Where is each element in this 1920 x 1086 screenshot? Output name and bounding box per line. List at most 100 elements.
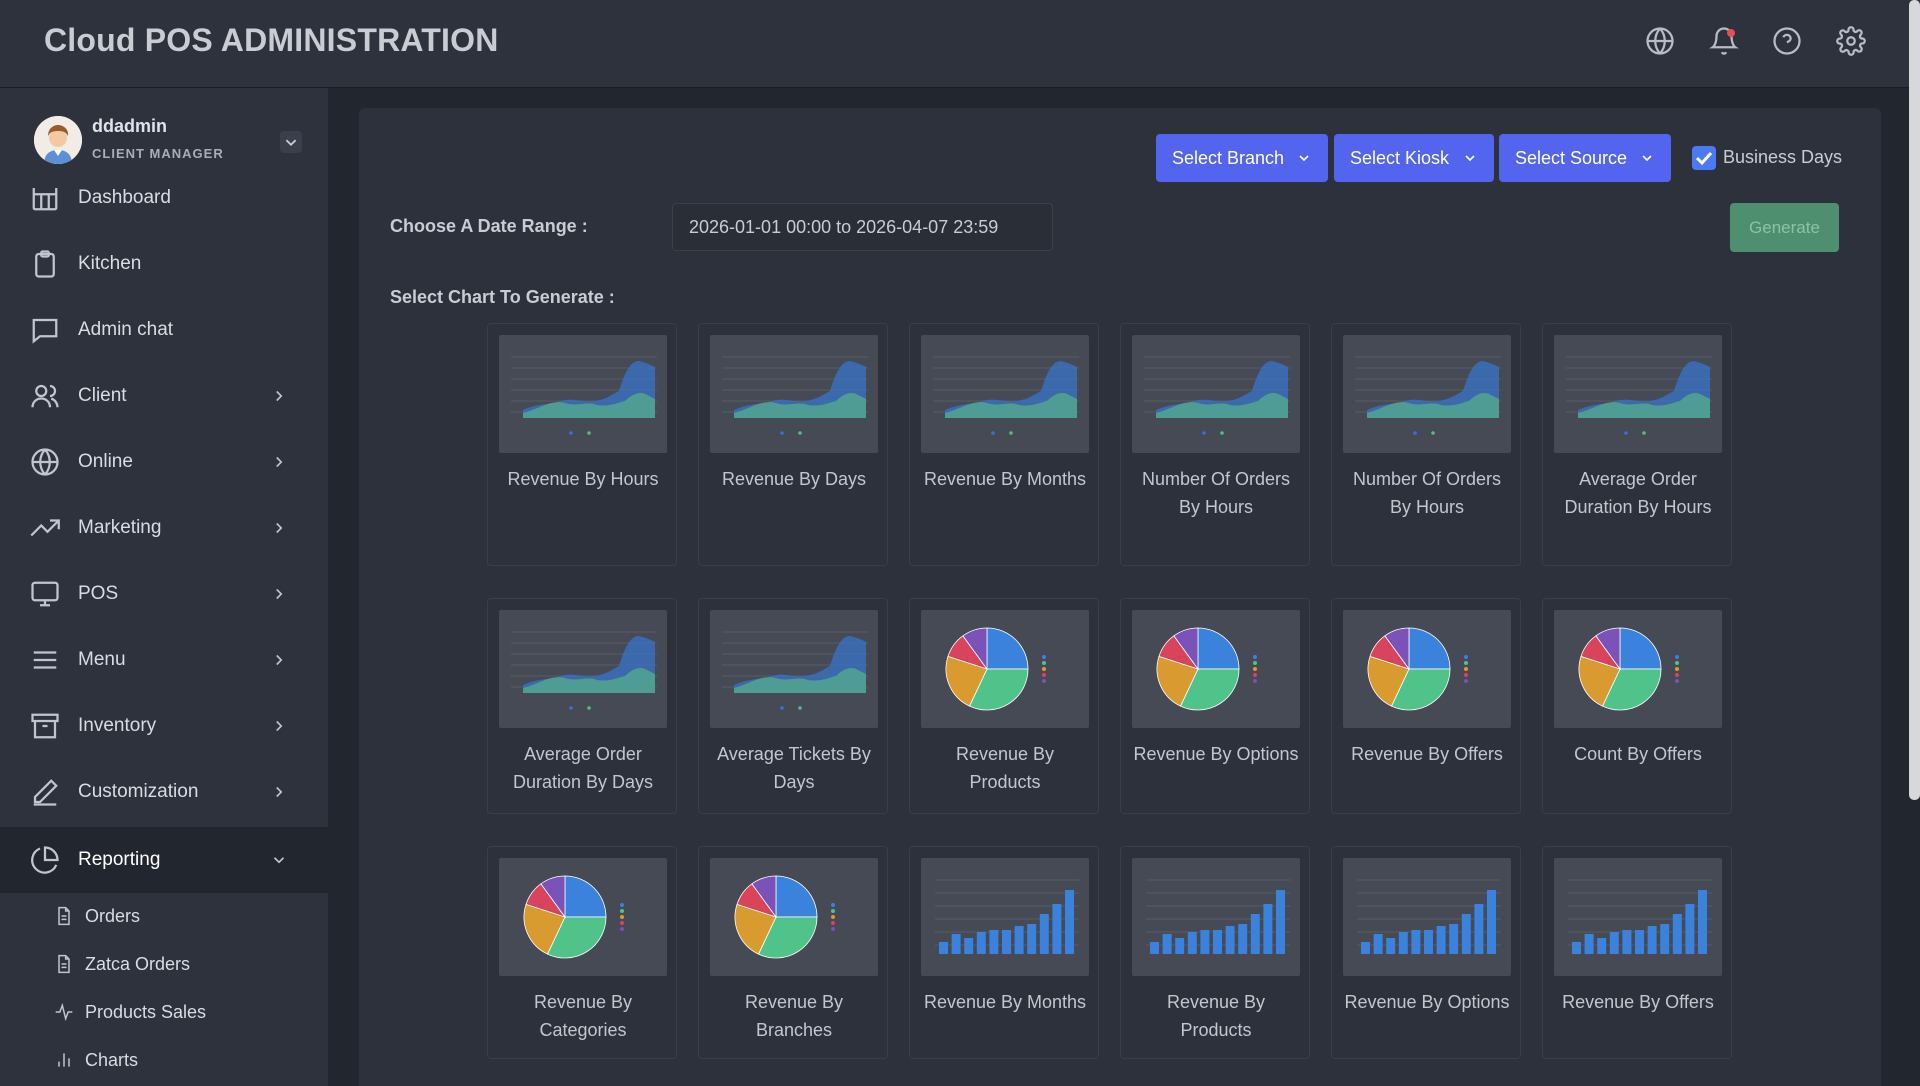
chart-option-card[interactable]: Revenue By Offers <box>1331 598 1521 814</box>
sidebar-item-label: Online <box>78 451 133 472</box>
chart-option-card[interactable]: Revenue By Options <box>1331 846 1521 1059</box>
chart-option-card[interactable]: Revenue By Products <box>1120 846 1310 1059</box>
help-icon[interactable] <box>1772 26 1802 56</box>
sidebar-item-customization[interactable]: Customization <box>0 759 328 825</box>
chart-option-card[interactable]: Revenue By Categories <box>487 846 677 1059</box>
generate-button[interactable]: Generate <box>1730 203 1839 252</box>
chart-thumbnail <box>1132 610 1300 728</box>
sidebar-item-menu[interactable]: Menu <box>0 627 328 693</box>
chart-option-name: Revenue By Categories <box>533 992 633 1040</box>
chart-option-name: Revenue By Offers <box>1351 744 1503 764</box>
sidebar-item-label: Menu <box>78 649 126 670</box>
bell-icon[interactable] <box>1709 26 1739 56</box>
business-days-checkbox[interactable] <box>1692 146 1716 170</box>
sidebar-item-online[interactable]: Online <box>0 429 328 495</box>
sidebar-item-label: Kitchen <box>78 253 142 274</box>
chart-option-card[interactable]: Count By Offers <box>1542 598 1732 814</box>
chevron-right-icon <box>270 453 288 471</box>
chart-option-name: Revenue By Branches <box>744 992 844 1040</box>
sidebar-subitem-label: Zatca Orders <box>85 954 191 974</box>
sidebar-subitem-products-sales[interactable]: Products Sales <box>0 988 328 1036</box>
chart-thumbnail <box>1132 858 1300 976</box>
chart-option-name: Revenue By Options <box>1344 992 1510 1012</box>
sidebar-item-reporting[interactable]: Reporting <box>0 827 328 893</box>
sidebar-item-label: Reporting <box>78 849 161 870</box>
chart-option-name: Revenue By Offers <box>1562 992 1714 1012</box>
chart-option-card[interactable]: Revenue By Options <box>1120 598 1310 814</box>
sidebar-item-pos[interactable]: POS <box>0 561 328 627</box>
select-kiosk-button[interactable]: Select Kiosk <box>1334 134 1494 182</box>
settings-icon[interactable] <box>1836 26 1866 56</box>
select-kiosk-label: Select Kiosk <box>1350 148 1450 168</box>
chart-option-card[interactable]: Number Of Orders By Hours <box>1331 323 1521 566</box>
chart-thumbnail <box>710 610 878 728</box>
sidebar-item-label: Marketing <box>78 517 162 538</box>
scrollbar-thumb[interactable] <box>1909 0 1920 800</box>
sidebar-item-label: Inventory <box>78 715 157 736</box>
chart-option-name: Number Of Orders By Hours <box>1352 469 1502 517</box>
chart-option-card[interactable]: Average Tickets By Days <box>698 598 888 814</box>
globe-icon <box>30 447 60 477</box>
sidebar-item-label: Dashboard <box>78 187 171 208</box>
chart-option-card[interactable]: Revenue By Days <box>698 323 888 566</box>
chart-thumbnail <box>1343 610 1511 728</box>
chart-option-card[interactable]: Revenue By Hours <box>487 323 677 566</box>
archive-icon <box>30 711 60 741</box>
select-source-button[interactable]: Select Source <box>1499 134 1671 182</box>
globe-icon[interactable] <box>1645 26 1675 56</box>
chevron-down-icon <box>1462 150 1478 166</box>
date-range-input[interactable] <box>672 203 1053 251</box>
chart-option-card[interactable]: Revenue By Products <box>909 598 1099 814</box>
sidebar-item-inventory[interactable]: Inventory <box>0 693 328 759</box>
chart-thumbnail <box>1132 335 1300 453</box>
menu-icon <box>30 645 60 675</box>
trend-icon <box>30 513 60 543</box>
chart-option-name: Count By Offers <box>1574 744 1702 764</box>
chart-thumbnail <box>1554 335 1722 453</box>
chevron-down-icon <box>1296 150 1312 166</box>
chart-option-card[interactable]: Revenue By Branches <box>698 846 888 1059</box>
sidebar-item-label: POS <box>78 583 119 604</box>
sidebar-subitem-label: Charts <box>85 1050 139 1070</box>
chart-thumbnail <box>499 335 667 453</box>
chart-option-name: Average Order Duration By Hours <box>1564 469 1712 517</box>
sidebar-subitem-zatca-orders[interactable]: Zatca Orders <box>0 940 328 988</box>
top-bar: Cloud POS ADMINISTRATION <box>0 0 1920 88</box>
chart-option-card[interactable]: Average Order Duration By Days <box>487 598 677 814</box>
chart-option-name: Revenue By Products <box>955 744 1055 792</box>
chart-option-card[interactable]: Revenue By Months <box>909 846 1099 1059</box>
avatar[interactable] <box>34 116 82 164</box>
user-role: CLIENT MANAGER <box>92 146 224 161</box>
chart-option-card[interactable]: Revenue By Months <box>909 323 1099 566</box>
sidebar-item-marketing[interactable]: Marketing <box>0 495 328 561</box>
chart-option-card[interactable]: Number Of Orders By Hours <box>1120 323 1310 566</box>
sidebar-item-label: Client <box>78 385 127 406</box>
sidebar-subitem-label: Orders <box>85 906 141 926</box>
chart-thumbnail <box>1343 335 1511 453</box>
chart-option-name: Revenue By Months <box>923 992 1087 1012</box>
chart-thumbnail <box>1554 858 1722 976</box>
chart-thumbnail <box>1554 610 1722 728</box>
sidebar-item-label: Admin chat <box>78 319 174 340</box>
app-title: Cloud POS ADMINISTRATION <box>44 22 499 58</box>
users-icon <box>30 381 60 411</box>
sidebar-item-dashboard[interactable]: Dashboard <box>0 165 328 231</box>
chart-option-card[interactable]: Average Order Duration By Hours <box>1542 323 1732 566</box>
user-name: ddadmin <box>92 116 167 136</box>
chart-option-card[interactable]: Revenue By Offers <box>1542 846 1732 1059</box>
chart-thumbnail <box>710 335 878 453</box>
sidebar-subitem-orders[interactable]: Orders <box>0 892 328 940</box>
chart-option-name: Revenue By Months <box>923 469 1087 489</box>
sidebar-item-kitchen[interactable]: Kitchen <box>0 231 328 297</box>
chart-option-name: Revenue By Days <box>721 469 867 489</box>
sidebar-item-admin-chat[interactable]: Admin chat <box>0 297 328 363</box>
chart-select-label: Select Chart To Generate : <box>390 287 615 307</box>
notification-dot <box>1727 29 1735 37</box>
chart-thumbnail <box>710 858 878 976</box>
sidebar-subitem-charts[interactable]: Charts <box>0 1036 328 1084</box>
user-menu-toggle[interactable] <box>280 131 302 153</box>
select-branch-button[interactable]: Select Branch <box>1156 134 1328 182</box>
sidebar-subitem-label: Products Sales <box>85 1002 207 1022</box>
sidebar-item-client[interactable]: Client <box>0 363 328 429</box>
chart-thumbnail <box>921 858 1089 976</box>
